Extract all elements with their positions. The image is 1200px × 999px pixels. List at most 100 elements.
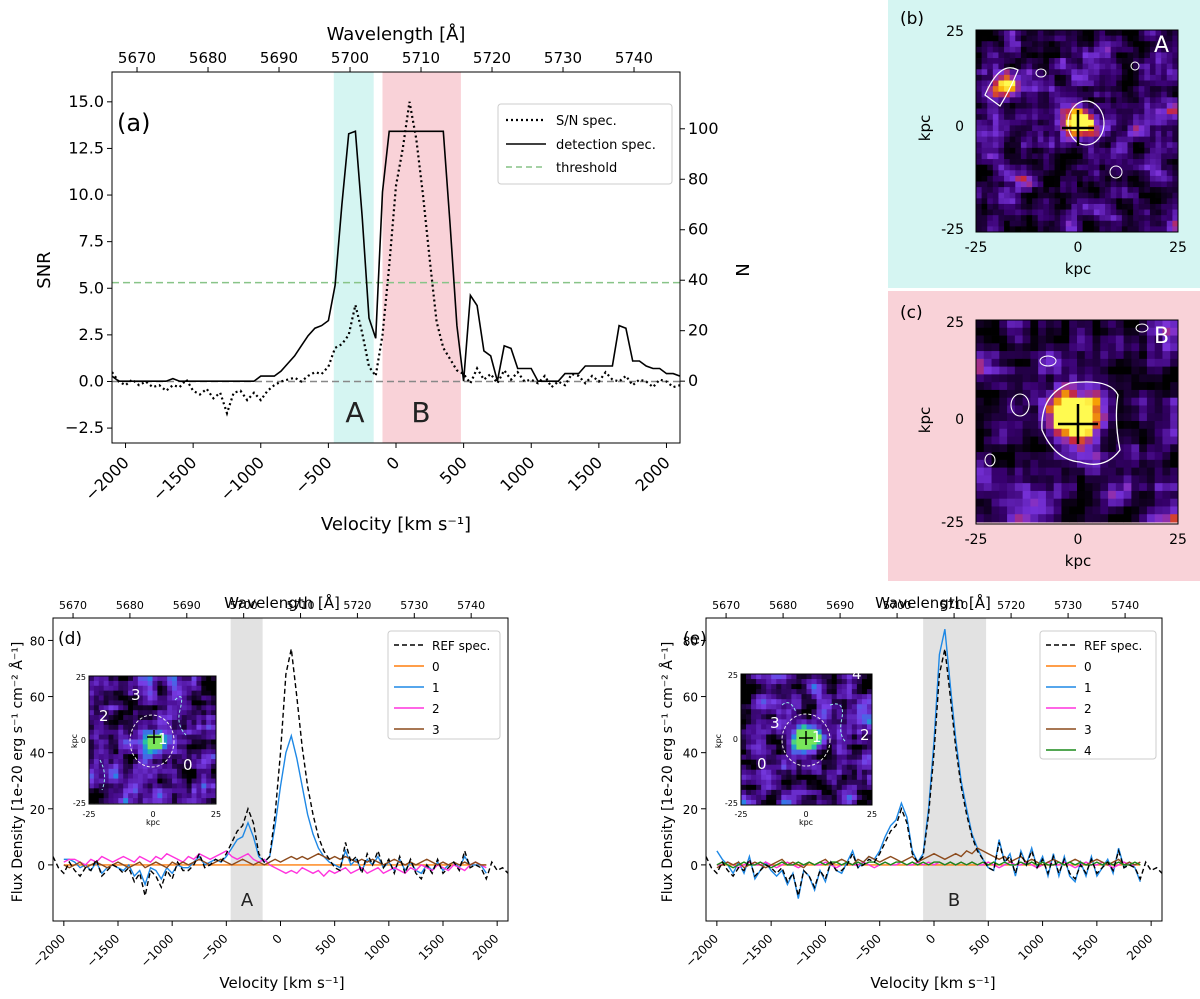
- map-b-pixel: [1077, 198, 1084, 205]
- map-c-pixel: [1115, 514, 1125, 523]
- inset-d-pixel: [132, 793, 139, 799]
- map-c-pixel: [1131, 498, 1140, 507]
- map-b-pixel: [1015, 63, 1022, 70]
- inset-d-pixel: [98, 768, 105, 775]
- map-b-pixel: [1105, 147, 1112, 154]
- inset-d-pixel: [128, 749, 134, 755]
- map-b-pixel: [987, 203, 994, 210]
- map-b-pixel: [1071, 153, 1078, 160]
- map-c-pixel: [1053, 506, 1062, 515]
- inset-d-pixel: [191, 759, 197, 765]
- inset-d-pixel: [103, 700, 109, 706]
- inset-e-pixel: [786, 794, 792, 801]
- y2-tick-label: 80: [688, 169, 708, 188]
- inset-d-pixel: [196, 763, 202, 770]
- map-b-pixel: [1088, 108, 1095, 115]
- inset-e-pixel: [821, 739, 828, 745]
- inset-e-pixel: [781, 699, 787, 705]
- inset-d-pixel: [172, 754, 178, 760]
- inset-d-pixel: [157, 778, 163, 784]
- inset-d-pixel: [172, 715, 178, 721]
- map-b-pixel: [1043, 80, 1050, 87]
- map-c-pixel: [1154, 327, 1163, 336]
- inset-d-pixel: [211, 744, 217, 750]
- inset-e-pixel: [801, 739, 807, 745]
- inset-e-pixel: [796, 684, 802, 690]
- map-b-pixel: [1060, 108, 1067, 115]
- map-b-pixel: [1009, 63, 1016, 70]
- inset-e-pixel: [836, 694, 843, 700]
- map-b-pixel: [1048, 142, 1055, 149]
- map-c-pixel: [1123, 436, 1132, 445]
- map-c-pixel: [1131, 397, 1140, 406]
- inset-d-pixel: [123, 773, 129, 779]
- inset-e-pixel: [841, 744, 848, 750]
- map-b-pixel: [1138, 203, 1145, 210]
- map-c-pixel: [1162, 459, 1171, 469]
- inset-d-pixel: [196, 715, 202, 721]
- inset-e-pixel: [771, 754, 777, 761]
- map-c-pixel: [1030, 436, 1039, 445]
- inset-e-pixel: [851, 789, 858, 796]
- map-b-pixel: [1048, 181, 1055, 188]
- map-b-pixel: [1144, 131, 1151, 138]
- inset-e-pixel: [851, 764, 858, 771]
- inset-d-pixel: [89, 710, 95, 716]
- map-b-pixel: [1127, 35, 1134, 42]
- inset-e-pixel: [831, 779, 838, 786]
- map-b-pixel: [981, 215, 988, 222]
- inset-d-pixel: [157, 754, 163, 760]
- inset-d-pixel: [123, 724, 129, 731]
- map-c-pixel: [983, 421, 992, 430]
- inset-d-pixel: [211, 705, 217, 711]
- map-c-pixel: [1123, 490, 1132, 500]
- map-b-pixel: [1009, 108, 1016, 115]
- inset-d-pixel: [113, 749, 119, 755]
- inset-e-pixel: [781, 744, 787, 750]
- map-c-pixel: [1077, 374, 1086, 383]
- inset-e-pixel: [746, 784, 752, 791]
- inset-d-pixel: [132, 783, 139, 789]
- map-b-pixel: [992, 198, 999, 205]
- inset-e-pixel: [861, 684, 868, 690]
- map-c-pixel: [1045, 413, 1055, 422]
- map-b-pixel: [1060, 102, 1067, 109]
- map-b-pixel: [1155, 114, 1162, 121]
- map-b-pixel: [1110, 102, 1117, 109]
- inset-e-pixel: [766, 699, 772, 705]
- map-b-pixel: [987, 215, 994, 222]
- inset-d-pixel: [181, 680, 188, 687]
- map-c-pixel: [1092, 327, 1101, 336]
- inset-d-pixel: [113, 754, 119, 760]
- map-c-pixel: [1123, 389, 1132, 399]
- map-c-pixel: [1131, 490, 1140, 500]
- map-c-pixel: [1069, 320, 1078, 329]
- map-b-pixel: [1037, 119, 1044, 126]
- inset-d-pixel: [162, 700, 168, 706]
- inset-e-pixel: [801, 714, 807, 720]
- map-c-pixel: [1131, 483, 1140, 492]
- inset-e-pixel: [751, 709, 757, 715]
- map-b-pixel: [1060, 114, 1067, 121]
- inset-d-pixel: [172, 680, 178, 687]
- map-c-pixel: [1100, 444, 1109, 453]
- map-b-pixel: [1043, 114, 1050, 121]
- inset-d-pixel: [132, 749, 139, 755]
- panel-c-image: [975, 319, 1179, 525]
- inset-e-pixel: [816, 719, 823, 725]
- inset-e-pixel: [756, 754, 762, 761]
- inset-d-pixel: [167, 788, 173, 794]
- map-b-pixel: [1172, 226, 1179, 233]
- inset-e-pixel: [811, 759, 817, 766]
- map-b-pixel: [1071, 69, 1078, 76]
- map-b-pixel: [1116, 35, 1123, 42]
- map-c-pixel: [1084, 374, 1093, 383]
- map-c-pixel: [1170, 397, 1179, 406]
- inset-d-pixel: [201, 690, 207, 696]
- map-b-pixel: [1060, 131, 1067, 138]
- inset-d-pixel: [191, 749, 197, 755]
- map-b-pixel: [1127, 97, 1134, 104]
- map-c-pixel: [1154, 343, 1163, 352]
- map-b-pixel: [998, 220, 1005, 227]
- inset-d-pixel: [132, 763, 139, 770]
